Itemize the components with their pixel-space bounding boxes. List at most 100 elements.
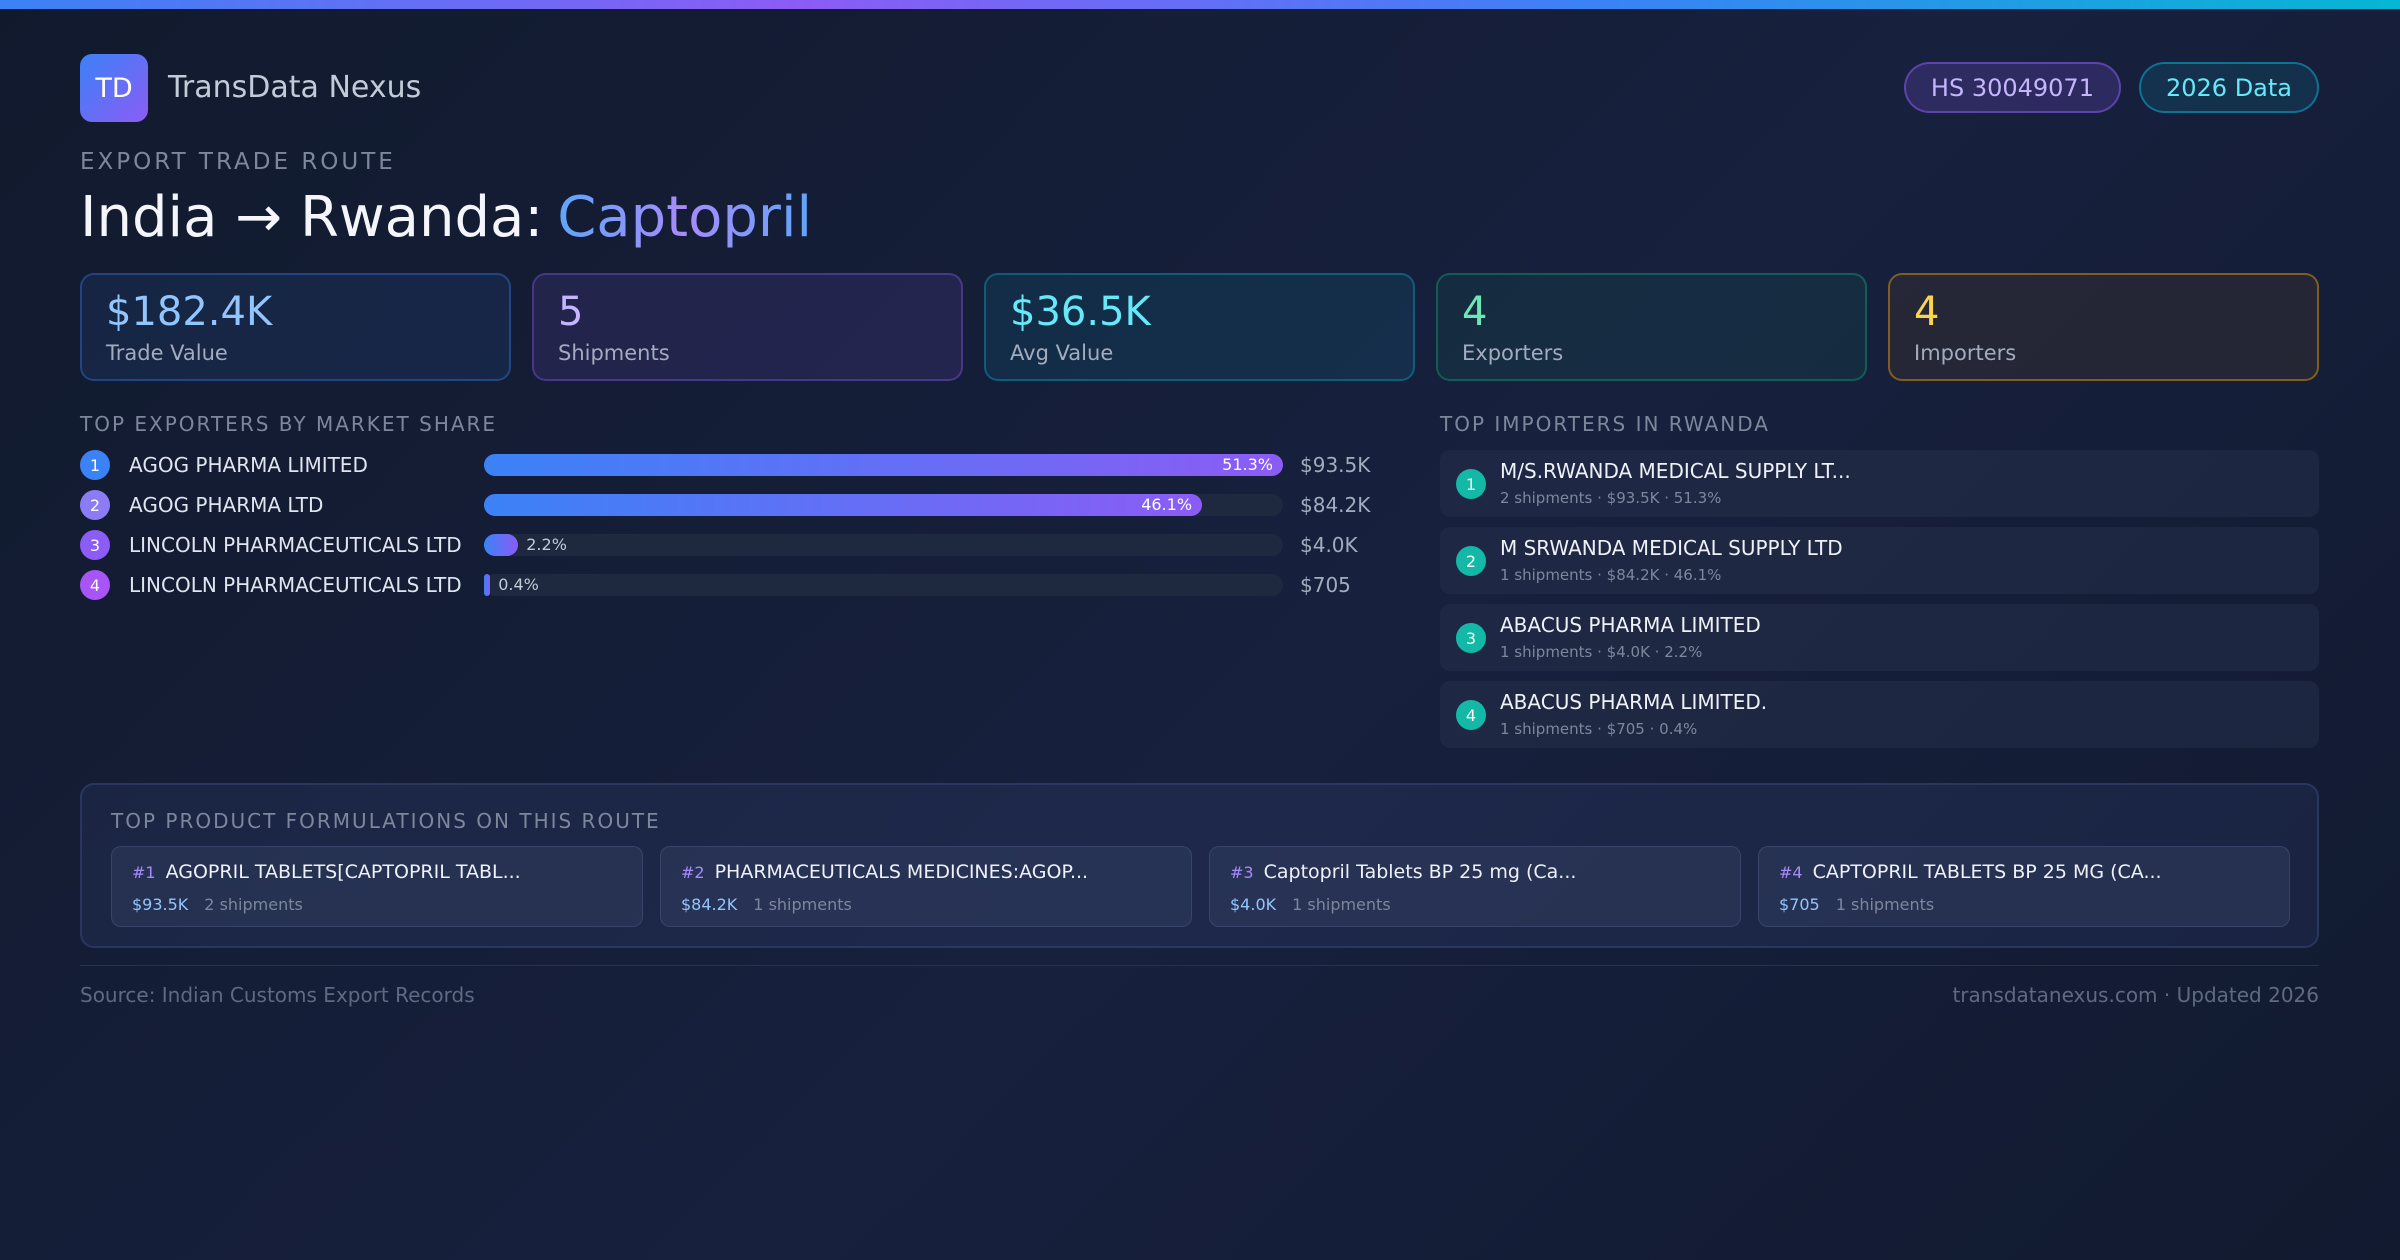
section-heading: TOP IMPORTERS IN RWANDA [1440, 412, 1770, 436]
rank: 4 [80, 570, 110, 600]
product-meta: $93.5K 2 shipments [132, 895, 622, 914]
exporter-row: 2 AGOG PHARMA LTD 46.1% $84.2K [80, 490, 1400, 520]
product-name: Captopril Tablets BP 25 mg (Ca... [1263, 861, 1577, 883]
exporter-name: AGOG PHARMA LTD [129, 493, 324, 517]
product-rank: #4 [1779, 863, 1803, 882]
product-card: #3 Captopril Tablets BP 25 mg (Ca... $4.0K… [1209, 846, 1741, 927]
product-value: $4.0K [1230, 895, 1277, 914]
rank: 2 [1456, 546, 1486, 576]
exporter-name: LINCOLN PHARMACEUTICALS LTD [129, 573, 462, 597]
divider [80, 965, 2319, 966]
kpi-card: 5 Shipments [532, 273, 963, 381]
importer-name: M/S.RWANDA MEDICAL SUPPLY LT... [1500, 459, 1851, 483]
share-label: 51.3% [1222, 455, 1273, 474]
share-bar [484, 574, 491, 596]
share-bar [484, 454, 1283, 476]
exporter-row: 1 AGOG PHARMA LIMITED 51.3% $93.5K [80, 450, 1400, 480]
kpi-label: Trade Value [106, 341, 228, 365]
importer-detail: 2 shipments · $93.5K · 51.3% [1500, 489, 1722, 507]
exporter-value: $84.2K [1300, 493, 1371, 517]
product-meta: $4.0K 1 shipments [1230, 895, 1720, 914]
share-bar [484, 534, 519, 556]
product-value: $84.2K [681, 895, 738, 914]
importer-detail: 1 shipments · $705 · 0.4% [1500, 720, 1698, 738]
logo: TD [80, 54, 148, 122]
product-name: PHARMACEUTICALS MEDICINES:AGOP... [714, 861, 1089, 883]
exporter-name: LINCOLN PHARMACEUTICALS LTD [129, 533, 462, 557]
badge: HS 30049071 [1903, 62, 2121, 113]
importer-name: ABACUS PHARMA LIMITED [1500, 613, 1761, 637]
exporter-row: 3 LINCOLN PHARMACEUTICALS LTD 2.2% $4.0K [80, 530, 1400, 560]
importer-detail: 1 shipments · $84.2K · 46.1% [1500, 566, 1722, 584]
share-label: 2.2% [526, 535, 567, 554]
rank: 3 [1456, 623, 1486, 653]
products-panel: TOP PRODUCT FORMULATIONS ON THIS ROUTE #… [80, 783, 2319, 948]
product-value: $705 [1779, 895, 1820, 914]
rank: 4 [1456, 700, 1486, 730]
kpi-card: 4 Importers [1888, 273, 2319, 381]
exporter-value: $93.5K [1300, 453, 1371, 477]
kpi-label: Avg Value [1010, 341, 1114, 365]
share-bar [484, 494, 1202, 516]
source: Source: Indian Customs Export Records [80, 983, 475, 1007]
importer-card: 4 ABACUS PHARMA LIMITED. 1 shipments · $70… [1440, 681, 2319, 748]
product-card: #2 PHARMACEUTICALS MEDICINES:AGOP... $84.2… [660, 846, 1192, 927]
kpi-card: $182.4K Trade Value [80, 273, 511, 381]
product-card: #4 CAPTOPRIL TABLETS BP 25 MG (CA... $705 1… [1758, 846, 2290, 927]
site: transdatanexus.com · Updated 2026 [1952, 983, 2319, 1007]
product-shipments: 1 shipments [1835, 895, 1935, 914]
exporter-value: $705 [1300, 573, 1351, 597]
title: India → Rwanda: Captopril [80, 185, 812, 250]
share-label: 46.1% [1141, 495, 1193, 514]
exporter-name: AGOG PHARMA LIMITED [129, 453, 368, 477]
badges: HS 30049071 2026 Data [1903, 62, 2319, 113]
product-meta: $705 1 shipments [1779, 895, 2269, 914]
badge: 2026 Data [2138, 62, 2319, 113]
kpi-label: Exporters [1462, 341, 1564, 365]
product-shipments: 2 shipments [204, 895, 303, 914]
product-title: #3 Captopril Tablets BP 25 mg (Ca... [1230, 861, 1720, 883]
product-card: #1 AGOPRIL TABLETS[CAPTOPRIL TABL... $93.5… [111, 846, 643, 927]
product-shipments: 1 shipments [1292, 895, 1391, 914]
accent-bar [0, 0, 2400, 9]
product-value: $93.5K [132, 895, 189, 914]
kpi-card: 4 Exporters [1436, 273, 1867, 381]
bar-track: 46.1% [484, 494, 1283, 516]
section-heading: TOP EXPORTERS BY MARKET SHARE [80, 412, 498, 436]
product-rank: #1 [132, 863, 156, 882]
rank: 1 [1456, 469, 1486, 499]
kpi-value: 4 [1914, 289, 1940, 335]
product-cards: #1 AGOPRIL TABLETS[CAPTOPRIL TABL... $93.5… [111, 846, 2290, 927]
kpi-row: $182.4K Trade Value 5 Shipments $36.5K Avg Va… [80, 273, 2319, 381]
kpi-card: $36.5K Avg Value [984, 273, 1415, 381]
importer-detail: 1 shipments · $4.0K · 2.2% [1500, 643, 1703, 661]
product-meta: $84.2K 1 shipments [681, 895, 1171, 914]
product-shipments: 1 shipments [753, 895, 852, 914]
rank: 1 [80, 450, 110, 480]
product: Captopril [557, 185, 813, 250]
importer-name: M SRWANDA MEDICAL SUPPLY LTD [1500, 536, 1843, 560]
kpi-value: 4 [1462, 289, 1488, 335]
product-name: AGOPRIL TABLETS[CAPTOPRIL TABL... [165, 861, 521, 883]
kpi-label: Importers [1914, 341, 2017, 365]
importer-card: 3 ABACUS PHARMA LIMITED 1 shipments · $4.0… [1440, 604, 2319, 671]
rank: 3 [80, 530, 110, 560]
importer-name: ABACUS PHARMA LIMITED. [1500, 690, 1768, 714]
importer-card: 1 M/S.RWANDA MEDICAL SUPPLY LT... 2 shipme… [1440, 450, 2319, 517]
bar-track: 0.4% [484, 574, 1283, 596]
product-rank: #3 [1230, 863, 1254, 882]
bar-track: 51.3% [484, 454, 1283, 476]
kpi-label: Shipments [558, 341, 670, 365]
kpi-value: 5 [558, 289, 584, 335]
eyebrow: EXPORT TRADE ROUTE [80, 149, 396, 175]
exporter-row: 4 LINCOLN PHARMACEUTICALS LTD 0.4% $705 [80, 570, 1400, 600]
product-title: #4 CAPTOPRIL TABLETS BP 25 MG (CA... [1779, 861, 2269, 883]
bar-track: 2.2% [484, 534, 1283, 556]
product-title: #2 PHARMACEUTICALS MEDICINES:AGOP... [681, 861, 1171, 883]
route: India → Rwanda: [80, 185, 544, 250]
kpi-value: $36.5K [1010, 289, 1151, 335]
product-name: CAPTOPRIL TABLETS BP 25 MG (CA... [1812, 861, 2162, 883]
exporter-value: $4.0K [1300, 533, 1358, 557]
section-heading: TOP PRODUCT FORMULATIONS ON THIS ROUTE [111, 809, 661, 833]
